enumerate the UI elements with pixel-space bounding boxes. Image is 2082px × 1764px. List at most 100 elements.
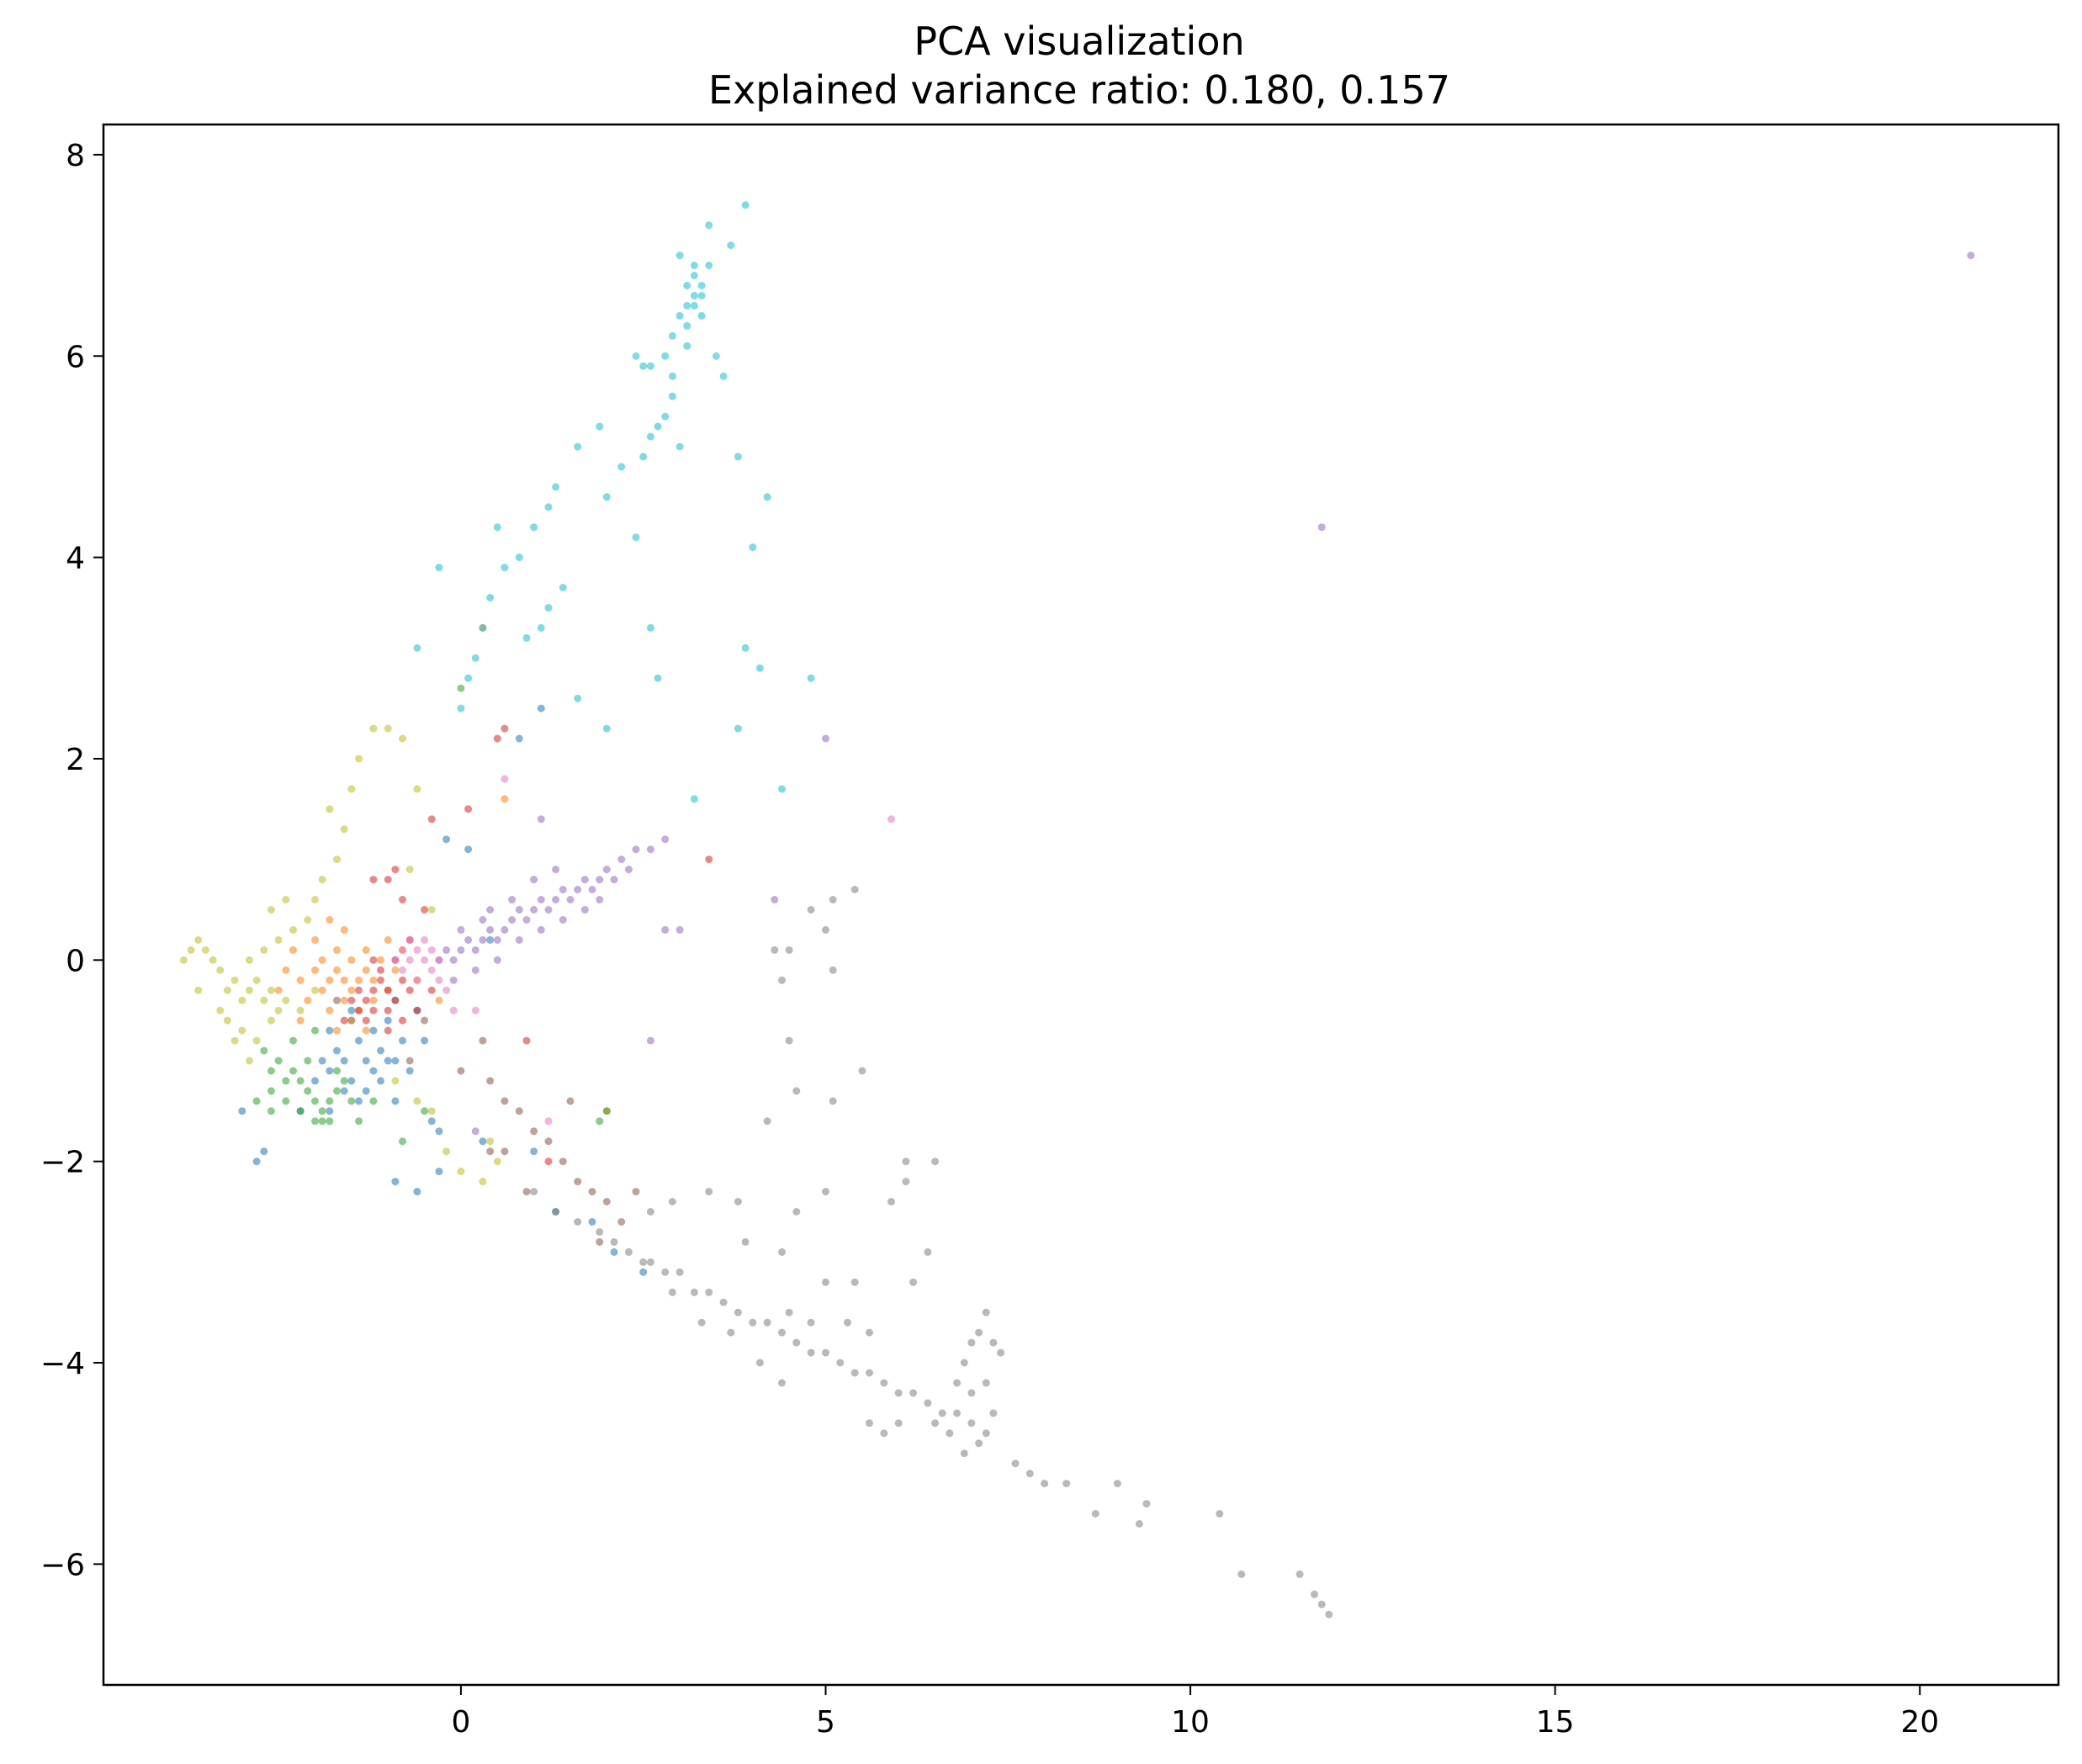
- data-point: [1317, 1600, 1326, 1608]
- data-point: [807, 674, 815, 682]
- data-point: [326, 1026, 334, 1035]
- data-point: [574, 1218, 582, 1226]
- data-point: [391, 966, 400, 974]
- data-point: [369, 956, 378, 964]
- series-5: [333, 996, 640, 1246]
- data-point: [493, 523, 501, 532]
- data-point: [435, 996, 443, 1004]
- data-point: [405, 986, 414, 994]
- data-point: [377, 1046, 384, 1055]
- data-point: [501, 724, 509, 733]
- data-point: [515, 935, 523, 944]
- data-point: [501, 925, 509, 934]
- data-point: [369, 724, 378, 733]
- data-point: [960, 1359, 968, 1367]
- data-point: [449, 956, 458, 964]
- data-point: [267, 1016, 275, 1025]
- data-point: [413, 976, 421, 984]
- data-point: [778, 976, 786, 984]
- data-point: [675, 442, 684, 451]
- data-point: [391, 1077, 400, 1085]
- data-point: [559, 916, 567, 924]
- data-point: [413, 946, 421, 954]
- data-point: [471, 966, 479, 974]
- data-point: [245, 986, 253, 994]
- data-point: [544, 1137, 553, 1146]
- series-9: [413, 201, 815, 803]
- data-point: [850, 1369, 859, 1377]
- data-point: [391, 1178, 400, 1186]
- data-point: [522, 1188, 531, 1196]
- data-point: [355, 1117, 363, 1126]
- data-point: [457, 704, 465, 712]
- data-point: [326, 1117, 334, 1126]
- data-point: [457, 1168, 465, 1176]
- data-point: [967, 1338, 976, 1347]
- data-point: [1135, 1520, 1143, 1528]
- data-point: [822, 925, 829, 934]
- data-point: [807, 1318, 815, 1327]
- data-point: [435, 976, 443, 984]
- data-point: [304, 996, 312, 1004]
- data-point: [399, 1016, 406, 1025]
- y-tick-label: 6: [66, 340, 85, 374]
- data-point: [537, 704, 545, 712]
- data-point: [530, 876, 538, 884]
- data-point: [274, 1057, 283, 1065]
- data-point: [282, 1097, 290, 1105]
- data-point: [530, 523, 538, 532]
- data-point: [639, 362, 648, 370]
- data-point: [778, 1248, 786, 1256]
- data-point: [457, 946, 465, 954]
- data-point: [311, 986, 319, 994]
- data-point: [1967, 252, 1975, 260]
- x-tick-label: 15: [1536, 1705, 1575, 1740]
- data-point: [274, 986, 283, 994]
- data-point: [1041, 1480, 1049, 1488]
- data-point: [362, 1026, 370, 1035]
- y-tick-label: −4: [40, 1347, 85, 1381]
- data-point: [260, 1046, 268, 1055]
- data-point: [289, 1036, 297, 1045]
- data-point: [399, 946, 406, 954]
- data-point: [340, 925, 348, 934]
- data-point: [449, 1006, 458, 1014]
- data-point: [435, 564, 443, 572]
- data-point: [296, 1006, 305, 1014]
- x-tick-label: 20: [1900, 1705, 1939, 1740]
- data-point: [690, 301, 698, 310]
- data-point: [369, 976, 378, 984]
- data-point: [442, 986, 451, 994]
- data-point: [347, 1016, 356, 1025]
- data-point: [880, 1379, 888, 1387]
- data-point: [369, 996, 378, 1004]
- data-point: [427, 906, 436, 914]
- data-point: [245, 1057, 253, 1065]
- data-point: [552, 1208, 560, 1216]
- data-point: [340, 996, 348, 1004]
- data-point: [785, 946, 793, 954]
- data-point: [340, 1087, 348, 1095]
- data-point: [355, 976, 363, 984]
- data-point: [771, 896, 779, 903]
- data-point: [296, 1016, 305, 1025]
- data-point: [596, 1228, 604, 1236]
- data-point: [355, 986, 363, 994]
- data-point: [967, 1419, 976, 1428]
- data-point: [333, 1087, 341, 1095]
- data-point: [960, 1449, 968, 1458]
- data-point: [953, 1409, 962, 1417]
- data-point: [391, 956, 400, 964]
- data-point: [866, 1369, 873, 1377]
- data-point: [537, 896, 545, 903]
- data-point: [683, 282, 691, 289]
- data-point: [340, 1057, 348, 1065]
- data-point: [311, 1117, 319, 1126]
- data-point: [989, 1338, 998, 1347]
- data-point: [668, 1288, 676, 1296]
- data-point: [661, 1268, 670, 1276]
- data-point: [580, 876, 589, 884]
- data-point: [282, 896, 290, 903]
- data-point: [413, 785, 421, 793]
- data-point: [479, 916, 487, 924]
